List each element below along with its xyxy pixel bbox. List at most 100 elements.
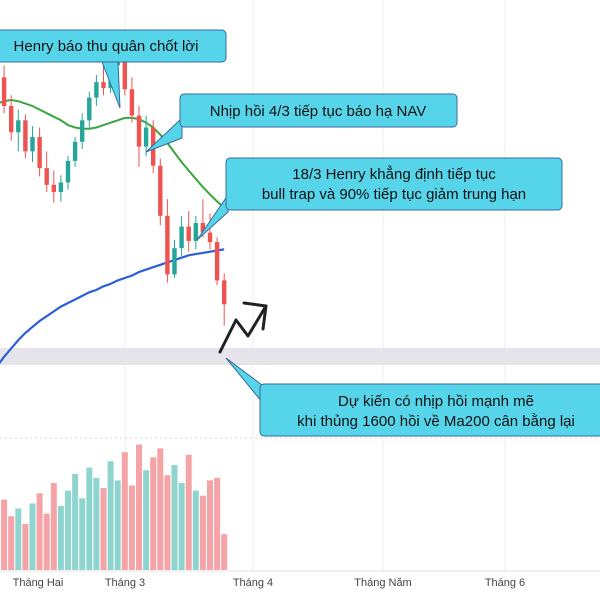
candle bbox=[94, 74, 99, 106]
candle-layer bbox=[1, 46, 227, 326]
candle-body bbox=[136, 115, 142, 147]
volume-bar bbox=[36, 493, 43, 570]
volume-bar bbox=[150, 457, 157, 570]
candle bbox=[222, 273, 227, 326]
volume-bar bbox=[43, 513, 50, 570]
volume-bar bbox=[57, 506, 64, 570]
forecast-arrow bbox=[218, 301, 268, 354]
candle-body bbox=[72, 141, 78, 161]
candle bbox=[186, 211, 191, 252]
candle-body bbox=[37, 137, 42, 169]
volume-bar bbox=[121, 452, 128, 570]
candle-body bbox=[1, 77, 7, 106]
volume-layer bbox=[1, 444, 228, 570]
candle-body bbox=[207, 232, 213, 243]
x-tick-label: Tháng Hai bbox=[13, 577, 64, 589]
candle bbox=[179, 215, 184, 259]
callout-nav-downgrade: Nhịp hồi 4/3 tiếp tục báo hạ NAV bbox=[145, 93, 458, 153]
candle-body bbox=[30, 137, 35, 152]
callout-henry-take-profit: Henry báo thu quân chốt lời bbox=[0, 29, 227, 109]
volume-bar bbox=[65, 490, 71, 570]
candle-body bbox=[23, 120, 28, 152]
volume-bar bbox=[72, 474, 79, 570]
candle bbox=[72, 137, 78, 167]
volume-bar bbox=[29, 503, 36, 570]
candle bbox=[23, 114, 28, 159]
candle-body bbox=[186, 226, 191, 241]
candle-body bbox=[122, 57, 127, 90]
volume-bar bbox=[185, 454, 192, 570]
callout-line: Dự kiến có nhịp hồi mạnh mẽ bbox=[338, 393, 534, 410]
candle bbox=[80, 113, 85, 149]
volume-bar bbox=[8, 516, 15, 570]
candle-body bbox=[44, 168, 49, 185]
forecast-arrow-path bbox=[218, 304, 268, 354]
candle bbox=[143, 115, 149, 157]
callout-pointer bbox=[196, 193, 229, 241]
volume-bar bbox=[164, 475, 171, 570]
ma200-line bbox=[0, 248, 225, 365]
candle-body bbox=[101, 82, 106, 89]
callout-box bbox=[179, 93, 458, 128]
volume-bar bbox=[178, 482, 185, 570]
volume-bar bbox=[15, 508, 22, 570]
candle bbox=[9, 95, 14, 141]
volume-bar bbox=[136, 444, 142, 570]
volume-bar bbox=[192, 490, 199, 570]
callout-bull-trap: 18/3 Henry khẳng định tiếp tục bull trap… bbox=[196, 157, 563, 241]
forecast-arrow-head bbox=[242, 301, 268, 331]
candle bbox=[214, 237, 220, 286]
candle-body bbox=[9, 105, 14, 133]
volume-bar bbox=[100, 488, 107, 570]
candle-body bbox=[158, 165, 163, 216]
x-tick-label: Tháng 3 bbox=[105, 577, 145, 589]
candle-body bbox=[193, 223, 198, 241]
callout-box bbox=[259, 383, 600, 437]
candle bbox=[165, 199, 170, 283]
candle bbox=[207, 213, 213, 250]
candle-body bbox=[80, 120, 85, 142]
candle-body bbox=[51, 184, 56, 192]
volume-bar bbox=[214, 477, 221, 570]
callout-line: bull trap và 90% tiếp tục giảm trung hạn bbox=[262, 186, 526, 203]
ma20-line bbox=[0, 98, 225, 209]
candle-body bbox=[58, 182, 64, 192]
candle-body bbox=[16, 120, 21, 133]
volume-bar bbox=[86, 467, 93, 570]
moving-average-layer bbox=[0, 98, 225, 365]
candle-body bbox=[143, 127, 149, 147]
volume-bar bbox=[128, 485, 135, 570]
volume-bar bbox=[199, 495, 206, 570]
volume-bar bbox=[207, 480, 213, 570]
candle bbox=[37, 127, 42, 177]
x-tick-label: Tháng 6 bbox=[485, 577, 525, 589]
volume-bar bbox=[79, 498, 86, 570]
candle-body bbox=[129, 89, 135, 116]
volume-bar bbox=[114, 480, 121, 570]
volume-bar bbox=[171, 465, 178, 570]
volume-bar bbox=[107, 461, 114, 570]
callout-box bbox=[225, 157, 563, 211]
candle bbox=[158, 158, 163, 226]
candle bbox=[129, 77, 135, 123]
x-tick-label: Tháng 4 bbox=[233, 577, 273, 589]
x-tick-label: Tháng Năm bbox=[354, 577, 411, 589]
callout-pointer bbox=[145, 116, 183, 153]
callout-line: Nhịp hồi 4/3 tiếp tục báo hạ NAV bbox=[210, 103, 427, 120]
x-axis: Tháng Hai Tháng 3 Tháng 4 Tháng Năm Thán… bbox=[0, 570, 600, 589]
volume-bar bbox=[157, 448, 164, 570]
callout-box bbox=[0, 29, 227, 63]
callout-ma200-rebound: Dự kiến có nhịp hồi mạnh mẽ khi thủng 16… bbox=[225, 357, 600, 437]
volume-bar bbox=[22, 523, 29, 570]
candle-body bbox=[214, 242, 220, 281]
candle-body bbox=[179, 226, 184, 249]
candle bbox=[44, 151, 49, 192]
candle bbox=[1, 65, 7, 114]
candle bbox=[16, 109, 21, 152]
volume-bar bbox=[1, 499, 8, 570]
candle bbox=[58, 175, 64, 202]
candle bbox=[172, 239, 177, 278]
candle-body bbox=[222, 280, 227, 305]
